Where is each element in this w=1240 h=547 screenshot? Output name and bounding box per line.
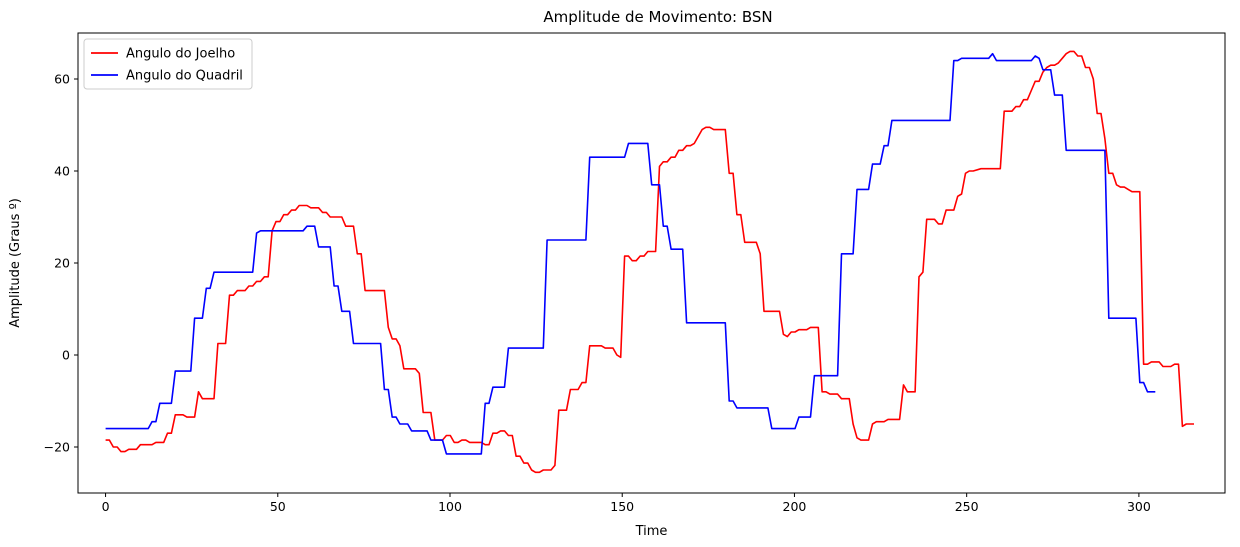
x-tick-label: 50 — [270, 499, 286, 514]
legend-label: Angulo do Quadril — [126, 69, 243, 84]
x-axis-label: Time — [635, 524, 668, 539]
legend-box — [83, 38, 253, 90]
x-tick-label: 200 — [783, 499, 807, 514]
x-tick-label: 100 — [438, 499, 462, 514]
y-tick-label: −20 — [44, 440, 70, 455]
y-tick-label: 20 — [54, 256, 70, 271]
y-tick-label: 40 — [54, 164, 70, 179]
legend: Angulo do Joelho Angulo do Quadril — [83, 38, 253, 90]
y-axis-label: Amplitude (Graus º) — [8, 198, 23, 328]
chart-title: Amplitude de Movimento: BSN — [543, 8, 772, 26]
x-tick-label: 250 — [955, 499, 979, 514]
series-line-quadril — [105, 52, 1156, 455]
series-layer — [105, 50, 1194, 474]
x-tick-label: 300 — [1127, 499, 1151, 514]
legend-label: Angulo do Joelho — [126, 47, 235, 62]
x-tick-label: 150 — [610, 499, 634, 514]
x-axis: 0 50 100 150 200 250 300 — [102, 493, 1151, 514]
y-tick-label: 0 — [62, 348, 70, 363]
y-tick-label: 60 — [54, 72, 70, 87]
x-tick-label: 0 — [102, 499, 110, 514]
y-axis: −20 0 20 40 60 — [44, 72, 78, 455]
series-line-joelho — [105, 50, 1194, 474]
